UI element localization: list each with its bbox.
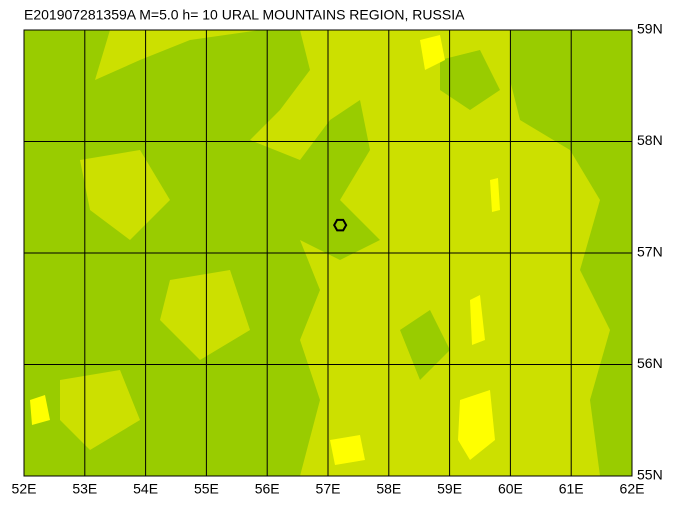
lon-label: 55E bbox=[194, 481, 219, 497]
lon-label: 52E bbox=[12, 481, 37, 497]
epicenter-marker bbox=[333, 218, 348, 232]
lat-label: 55N bbox=[637, 467, 663, 483]
lon-label: 60E bbox=[498, 481, 523, 497]
lon-label: 54E bbox=[133, 481, 158, 497]
lon-label: 61E bbox=[559, 481, 584, 497]
lon-label: 57E bbox=[316, 481, 341, 497]
map-title: E201907281359A M=5.0 h= 10 URAL MOUNTAIN… bbox=[24, 7, 465, 23]
lat-label: 59N bbox=[637, 21, 663, 37]
lat-label: 56N bbox=[637, 355, 663, 371]
lat-label: 57N bbox=[637, 244, 663, 260]
lon-label: 53E bbox=[72, 481, 97, 497]
lon-label: 58E bbox=[376, 481, 401, 497]
lat-label: 58N bbox=[637, 132, 663, 148]
lon-label: 62E bbox=[620, 481, 645, 497]
lon-label: 59E bbox=[437, 481, 462, 497]
lon-label: 56E bbox=[255, 481, 280, 497]
